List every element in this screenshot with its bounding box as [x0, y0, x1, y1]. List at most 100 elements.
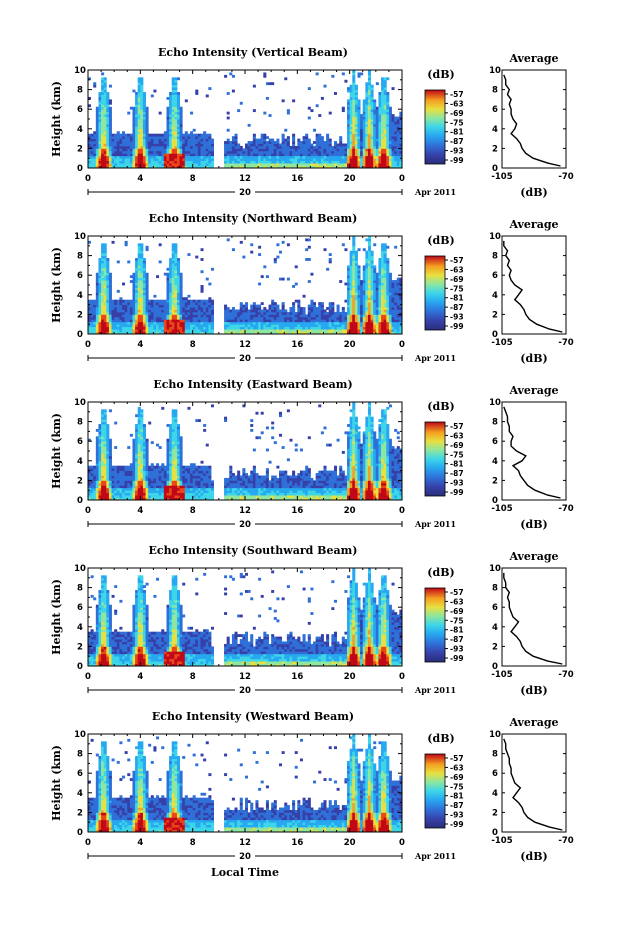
echo-cell — [318, 307, 322, 310]
echo-cell — [90, 143, 94, 147]
echo-cell — [344, 148, 348, 152]
echo-cell — [103, 468, 107, 471]
echo-cell — [174, 277, 178, 281]
echo-cell — [153, 155, 157, 159]
echo-cell — [328, 324, 332, 328]
echo-cell — [132, 329, 136, 332]
echo-cell — [90, 165, 94, 169]
echo-cell — [179, 160, 183, 164]
echo-cell — [106, 106, 110, 110]
echo-cell — [93, 309, 97, 313]
echo-cell — [166, 114, 170, 117]
echo-cell — [281, 155, 285, 159]
echo-cell — [373, 321, 377, 325]
echo-cell — [166, 119, 170, 122]
echo-cell — [352, 70, 356, 73]
echo-cell — [161, 143, 165, 147]
echo-cell — [357, 311, 361, 315]
echo-cell — [187, 253, 191, 256]
echo-cell — [349, 294, 353, 298]
echo-cell — [119, 299, 123, 303]
echo-cell — [93, 326, 97, 330]
echo-cell — [171, 292, 175, 296]
echo-cell — [116, 321, 120, 325]
echo-cell — [111, 311, 115, 315]
echo-cell — [362, 311, 366, 315]
echo-cell — [208, 331, 212, 335]
echo-cell — [383, 292, 387, 296]
echo-cell — [98, 138, 102, 142]
echo-cell — [242, 148, 246, 152]
echo-cell — [383, 321, 387, 325]
echo-cell — [305, 158, 309, 162]
echo-cell — [352, 133, 356, 137]
echo-cell — [137, 280, 141, 283]
echo-cell — [352, 240, 356, 244]
echo-cell — [396, 329, 400, 332]
echo-cell — [365, 289, 369, 293]
echo-cell — [224, 160, 228, 164]
echo-cell — [255, 143, 259, 147]
echo-cell — [163, 138, 167, 142]
echo-cell — [210, 267, 214, 271]
echo-cell — [352, 250, 356, 254]
echo-cell — [116, 260, 120, 264]
echo-cell — [284, 153, 288, 157]
echo-cell — [352, 148, 356, 152]
echo-cell — [122, 324, 126, 328]
echo-cell — [190, 133, 194, 137]
echo-cell — [197, 138, 201, 142]
echo-cell — [349, 99, 353, 103]
echo-cell — [367, 158, 371, 162]
echo-cell — [375, 287, 379, 291]
echo-cell — [103, 480, 107, 484]
echo-cell — [174, 265, 178, 269]
echo-cell — [205, 150, 209, 154]
echo-cell — [349, 267, 353, 271]
echo-cell — [135, 314, 139, 318]
echo-cell — [284, 329, 288, 332]
echo-cell — [145, 153, 149, 157]
echo-cell — [229, 145, 233, 149]
echo-cell — [190, 136, 194, 139]
echo-cell — [140, 245, 144, 249]
echo-cell — [122, 133, 126, 137]
echo-cell — [197, 148, 201, 152]
echo-cell — [284, 148, 288, 152]
echo-cell — [239, 321, 243, 325]
echo-cell — [349, 84, 353, 88]
echo-cell — [367, 99, 371, 103]
echo-cell — [163, 299, 167, 303]
echo-cell — [205, 331, 209, 335]
echo-cell — [349, 92, 353, 95]
echo-cell — [195, 136, 199, 139]
echo-cell — [250, 150, 254, 154]
echo-cell — [114, 326, 118, 330]
echo-cell — [302, 329, 306, 332]
echo-cell — [140, 258, 144, 261]
echo-cell — [383, 255, 387, 259]
echo-cell — [197, 329, 201, 332]
echo-cell — [381, 302, 385, 305]
echo-cell — [197, 307, 201, 310]
echo-cell — [370, 136, 374, 139]
echo-cell — [166, 311, 170, 315]
echo-cell — [114, 475, 118, 479]
echo-cell — [276, 304, 280, 308]
echo-cell — [260, 136, 264, 139]
echo-cell — [179, 316, 183, 320]
echo-cell — [176, 289, 180, 293]
echo-cell — [108, 448, 112, 452]
echo-cell — [106, 314, 110, 318]
echo-cell — [127, 153, 131, 157]
echo-cell — [279, 329, 283, 332]
echo-cell — [108, 314, 112, 318]
echo-cell — [394, 148, 398, 152]
echo-cell — [237, 311, 241, 315]
echo-cell — [347, 326, 351, 330]
echo-cell — [383, 136, 387, 139]
echo-cell — [370, 126, 374, 130]
echo-cell — [88, 136, 92, 139]
echo-cell — [135, 119, 139, 122]
echo-cell — [106, 307, 110, 310]
